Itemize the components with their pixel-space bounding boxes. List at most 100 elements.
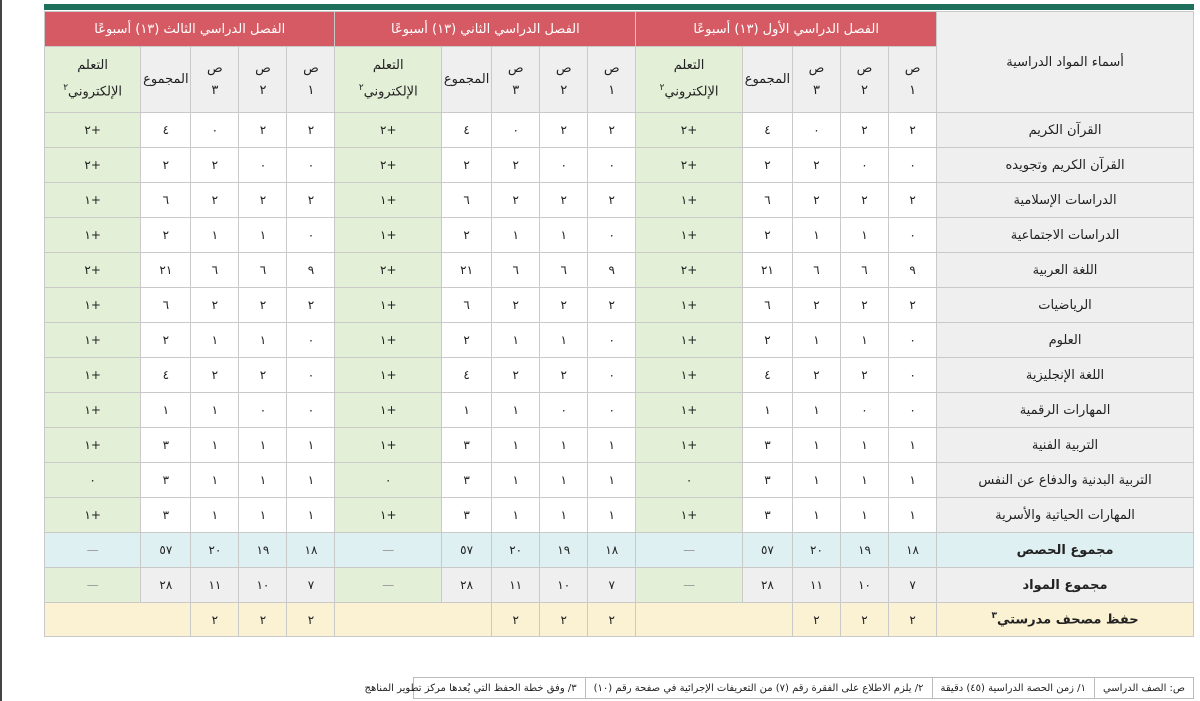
cell-s2-g1: ٧ xyxy=(587,567,637,603)
semester-2-header: الفصل الدراسي الثاني (١٣) أسبوعًا xyxy=(334,11,637,47)
cell-s1-total: ٤ xyxy=(741,357,793,393)
total-periods-row: مجموع الحصص ١٨ ١٩ ٢٠ ٥٧—١٨ ١٩ ٢٠ ٥٧—١٨ ١٩ ٢٠ ٥٧— xyxy=(43,532,1194,568)
cell-s2-g3: ٢ xyxy=(491,182,541,218)
cell-s3-g3: ١ xyxy=(190,497,240,533)
cell-s1-g2: ١ xyxy=(840,462,890,498)
cell-s1-empty xyxy=(635,602,793,637)
cell-s2-total: ٢ xyxy=(441,217,493,253)
cell-s2-g2: ٠ xyxy=(539,392,589,428)
study-plan-table: أسماء المواد الدراسية الفصل الدراسي الأو… xyxy=(43,11,1194,637)
cell-s1-total: ٦ xyxy=(741,287,793,323)
cell-s1-g3: ١ xyxy=(791,392,842,428)
cell-s3-elearn: +٢ xyxy=(43,147,142,183)
cell-s3-g1: ٢ xyxy=(286,602,336,637)
cell-s2-g3: ١ xyxy=(491,497,541,533)
cell-s2-total: ٣ xyxy=(441,462,493,498)
cell-s1-g1: ١ xyxy=(888,462,938,498)
cell-s2-g3: ١ xyxy=(491,322,541,358)
cell-s1-g3: ٢ xyxy=(791,357,842,393)
cell-s1-g2: ١ xyxy=(840,497,890,533)
cell-s3-empty xyxy=(43,602,192,637)
total-subjects-row: مجموع المواد ٧ ١٠ ١١ ٢٨—٧ ١٠ ١١ ٢٨—٧ ١٠ ١١ ٢٨— xyxy=(43,567,1194,603)
cell-s2-g1: ٢ xyxy=(587,287,637,323)
cell-s2-total: ٥٧ xyxy=(441,532,493,568)
cell-s1-g1: ٠ xyxy=(888,147,938,183)
cell-s2-g2: ٢ xyxy=(539,287,589,323)
cell-s3-elearn: — xyxy=(43,567,142,603)
cell-s3-total: ٣ xyxy=(140,427,192,463)
cell-s1-total: ٢٨ xyxy=(741,567,793,603)
cell-s2-g2: ١ xyxy=(539,427,589,463)
cell-s1-g2: ٢ xyxy=(840,357,890,393)
cell-s3-elearn: +١ xyxy=(43,357,142,393)
cell-s3-g2: ٢ xyxy=(238,112,288,148)
hifz-row: حفظ مصحف مدرستي٣ ٢ ٢ ٢ ٢ ٢ ٢ ٢ ٢ ٢ xyxy=(43,602,1194,637)
cell-s3-elearn: +١ xyxy=(43,287,142,323)
cell-s2-g3: ٦ xyxy=(491,252,541,288)
cell-s1-g1: ٢ xyxy=(888,182,938,218)
cell-s1-g2: ٢ xyxy=(840,287,890,323)
cell-s3-total: ٤ xyxy=(140,357,192,393)
footnote-1: ١/ زمن الحصة الدراسية (٤٥) دقيقة xyxy=(931,678,1094,698)
table-row: القرآن الكريم ٢ ٢ ٠ ٤ +٢ ٢ ٢ ٠ ٤ +٢ ٢ ٢ ٠ ٤ +٢ xyxy=(43,112,1194,148)
cell-s3-g1: ٠ xyxy=(286,392,336,428)
cell-s2-g3: ١١ xyxy=(491,567,541,603)
cell-s2-g1: ٠ xyxy=(587,322,637,358)
cell-s3-g3: ١ xyxy=(190,427,240,463)
cell-s1-g2: ٢ xyxy=(840,112,890,148)
cell-s2-g3: ١ xyxy=(491,427,541,463)
cell-s2-elearn: +١ xyxy=(334,182,443,218)
cell-s1-g3: ٢ xyxy=(791,287,842,323)
col-header-s1-total: المجموع xyxy=(741,46,793,113)
cell-s2-g2: ٢ xyxy=(539,357,589,393)
cell-s2-g3: ٢٠ xyxy=(491,532,541,568)
table-row: المهارات الرقمية ٠ ٠ ١ ١ +١ ٠ ٠ ١ ١ +١ ٠ ٠ ١ ١ +١ xyxy=(43,392,1194,428)
subject-name: اللغة الإنجليزية xyxy=(936,357,1194,393)
cell-s1-elearn: +١ xyxy=(635,357,743,393)
cell-s2-g1: ٩ xyxy=(587,252,637,288)
cell-s1-elearn: +١ xyxy=(635,392,743,428)
cell-s3-g2: ١ xyxy=(238,462,288,498)
cell-s2-elearn: +١ xyxy=(334,392,443,428)
cell-s1-g2: ٠ xyxy=(840,392,890,428)
page-left-rule xyxy=(0,0,2,701)
cell-s3-g1: ٠ xyxy=(286,147,336,183)
cell-s2-g1: ٢ xyxy=(587,602,637,637)
cell-s1-total: ٦ xyxy=(741,182,793,218)
cell-s2-g1: ١ xyxy=(587,462,637,498)
cell-s2-g2: ١٩ xyxy=(539,532,589,568)
cell-s1-elearn: +٢ xyxy=(635,147,743,183)
table-row: التربية الفنية ١ ١ ١ ٣ +١ ١ ١ ١ ٣ +١ ١ ١ ١ ٣ +١ xyxy=(43,427,1194,463)
cell-s2-g2: ١ xyxy=(539,217,589,253)
cell-s3-total: ٤ xyxy=(140,112,192,148)
cell-s3-elearn: ٠ xyxy=(43,462,142,498)
cell-s1-g3: ٢٠ xyxy=(791,532,842,568)
cell-s3-g1: ٠ xyxy=(286,217,336,253)
cell-s1-elearn: +١ xyxy=(635,182,743,218)
cell-s2-elearn: +١ xyxy=(334,217,443,253)
cell-s3-g3: ١ xyxy=(190,322,240,358)
table-row: القرآن الكريم وتجويده ٠ ٠ ٢ ٢ +٢ ٠ ٠ ٢ ٢ +٢ ٠ ٠ ٢ ٢ +٢ xyxy=(43,147,1194,183)
cell-s1-g2: ٠ xyxy=(840,147,890,183)
cell-s3-g3: ٠ xyxy=(190,112,240,148)
cell-s1-total: ٢ xyxy=(741,322,793,358)
cell-s1-g3: ٠ xyxy=(791,112,842,148)
cell-s2-g3: ٢ xyxy=(491,357,541,393)
subject-name: التربية البدنية والدفاع عن النفس xyxy=(936,462,1194,498)
semester-3-header: الفصل الدراسي الثالث (١٣) أسبوعًا xyxy=(43,11,336,47)
cell-s1-g3: ١ xyxy=(791,322,842,358)
subject-name: المهارات الرقمية xyxy=(936,392,1194,428)
cell-s1-g2: ١٠ xyxy=(840,567,890,603)
cell-s1-g1: ٢ xyxy=(888,287,938,323)
cell-s2-g2: ٦ xyxy=(539,252,589,288)
subject-name: القرآن الكريم xyxy=(936,112,1194,148)
cell-s1-g1: ٠ xyxy=(888,357,938,393)
footnote-2: ٢/ يلزم الاطلاع على الفقرة رقم (٧) من ال… xyxy=(584,678,932,698)
cell-s2-total: ٤ xyxy=(441,112,493,148)
cell-s2-g1: ٢ xyxy=(587,112,637,148)
cell-s3-elearn: +٢ xyxy=(43,112,142,148)
cell-s3-total: ٢١ xyxy=(140,252,192,288)
cell-s3-g1: ٧ xyxy=(286,567,336,603)
